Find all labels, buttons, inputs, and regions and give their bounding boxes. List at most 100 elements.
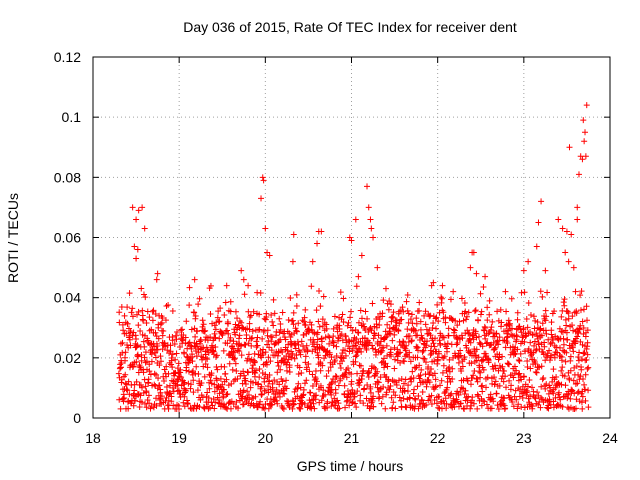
data-point <box>446 356 453 363</box>
data-point <box>461 405 468 412</box>
data-point <box>409 368 416 375</box>
data-point <box>528 401 535 408</box>
data-point <box>161 377 168 384</box>
data-point <box>392 405 399 412</box>
data-point <box>129 204 136 211</box>
data-point <box>131 243 138 250</box>
data-point <box>213 377 220 384</box>
data-point <box>492 344 499 351</box>
data-point <box>397 349 404 356</box>
data-point <box>256 311 263 318</box>
data-point <box>277 321 284 328</box>
data-point <box>319 362 326 369</box>
data-point <box>227 334 234 341</box>
data-point <box>168 357 175 364</box>
data-point <box>390 399 397 406</box>
data-point <box>457 389 464 396</box>
data-point <box>473 357 480 364</box>
data-point <box>277 336 284 343</box>
data-point <box>273 397 280 404</box>
data-point <box>400 395 407 402</box>
data-point <box>577 292 584 299</box>
data-point <box>466 335 473 342</box>
data-point <box>233 398 240 405</box>
data-point <box>506 377 513 384</box>
data-point <box>333 343 340 350</box>
data-point <box>444 340 451 347</box>
data-point <box>415 405 422 412</box>
x-tick-label: 18 <box>85 430 101 446</box>
data-point <box>433 400 440 407</box>
data-point <box>151 343 158 350</box>
data-point <box>309 348 316 355</box>
data-point <box>556 325 563 332</box>
data-point <box>295 347 302 354</box>
data-point <box>416 362 423 369</box>
data-point <box>500 394 507 401</box>
data-point <box>295 341 302 348</box>
data-point <box>330 325 337 332</box>
data-point <box>411 395 418 402</box>
data-point <box>352 216 359 223</box>
data-point <box>440 309 447 316</box>
data-point <box>153 402 160 409</box>
data-point <box>157 395 164 402</box>
data-point <box>368 327 375 334</box>
data-point <box>238 267 245 274</box>
data-point <box>311 405 318 412</box>
data-point <box>352 358 359 365</box>
data-point <box>408 338 415 345</box>
data-point <box>388 394 395 401</box>
data-point <box>192 333 199 340</box>
data-point <box>439 282 446 289</box>
data-point <box>240 387 247 394</box>
data-point <box>354 329 361 336</box>
data-point <box>566 376 573 383</box>
data-point <box>432 384 439 391</box>
data-point <box>267 358 274 365</box>
data-point <box>424 338 431 345</box>
data-point <box>496 334 503 341</box>
data-point <box>338 331 345 338</box>
data-point <box>236 335 243 342</box>
data-point <box>491 362 498 369</box>
data-point <box>202 327 209 334</box>
data-point <box>362 327 369 334</box>
data-point <box>323 373 330 380</box>
data-point <box>191 309 198 316</box>
data-point <box>328 391 335 398</box>
data-point <box>293 327 300 334</box>
data-point <box>246 396 253 403</box>
data-point <box>266 344 273 351</box>
data-point <box>221 311 228 318</box>
data-point <box>545 405 552 412</box>
data-point <box>575 330 582 337</box>
data-point <box>230 338 237 345</box>
data-point <box>245 308 252 315</box>
data-point <box>296 404 303 411</box>
data-point <box>267 395 274 402</box>
data-point <box>337 375 344 382</box>
data-point <box>211 388 218 395</box>
data-point <box>344 387 351 394</box>
data-point <box>162 317 169 324</box>
data-point <box>131 387 138 394</box>
data-point <box>146 361 153 368</box>
data-point <box>574 204 581 211</box>
data-point <box>244 388 251 395</box>
data-point <box>461 390 468 397</box>
data-point <box>404 388 411 395</box>
data-point <box>550 366 557 373</box>
data-point <box>225 330 232 337</box>
data-point <box>212 334 219 341</box>
data-point <box>545 390 552 397</box>
data-point <box>486 297 493 304</box>
data-point <box>386 298 393 305</box>
data-point <box>537 404 544 411</box>
data-point <box>465 330 472 337</box>
data-point <box>341 382 348 389</box>
data-point <box>205 349 212 356</box>
data-point <box>450 288 457 295</box>
data-point <box>353 404 360 411</box>
data-point <box>476 339 483 346</box>
